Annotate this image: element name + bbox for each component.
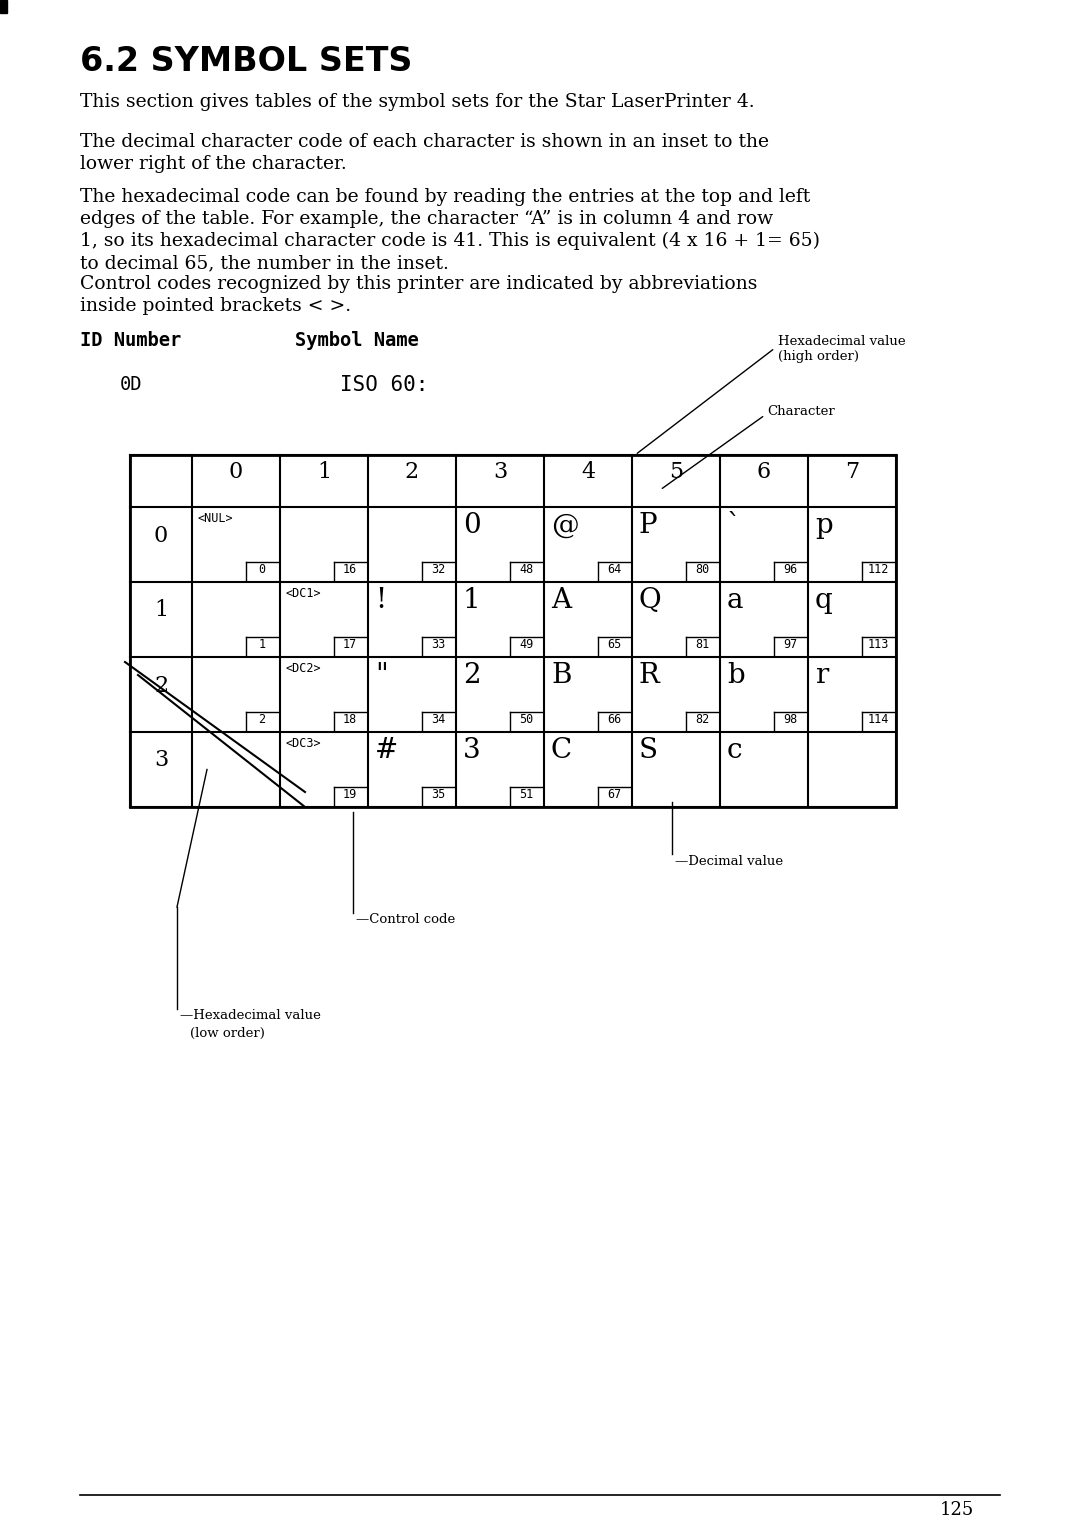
Text: 48: 48 [518, 563, 534, 576]
Text: @: @ [551, 512, 579, 540]
Bar [130, 455, 896, 806]
Text: 1: 1 [316, 461, 332, 483]
Text: 125: 125 [940, 1501, 974, 1519]
Text: !: ! [375, 587, 387, 615]
Text: 0: 0 [229, 461, 243, 483]
Text: Character: Character [767, 405, 835, 419]
Text: 80: 80 [694, 563, 710, 576]
Text: 0: 0 [258, 563, 266, 576]
Text: q: q [815, 587, 833, 615]
Text: 51: 51 [518, 788, 534, 802]
Text: B: B [551, 662, 571, 688]
Text: 33: 33 [431, 638, 445, 652]
Text: 19: 19 [342, 788, 357, 802]
Text: 66: 66 [607, 713, 621, 727]
Text: ISO 60:: ISO 60: [340, 376, 429, 396]
Text: r: r [815, 662, 828, 688]
Text: (low order): (low order) [190, 1027, 265, 1039]
Text: inside pointed brackets < >.: inside pointed brackets < >. [80, 297, 351, 314]
Text: 2: 2 [154, 675, 168, 696]
Text: a: a [727, 587, 743, 615]
Text: 3: 3 [492, 461, 508, 483]
Text: <NUL>: <NUL> [197, 512, 232, 524]
Text: (high order): (high order) [778, 350, 859, 363]
Text: 18: 18 [342, 713, 357, 727]
Text: 32: 32 [431, 563, 445, 576]
Text: 3: 3 [153, 750, 168, 771]
Text: Symbol Name: Symbol Name [295, 331, 419, 350]
Text: 81: 81 [694, 638, 710, 652]
Text: 64: 64 [607, 563, 621, 576]
Text: 0: 0 [463, 512, 481, 540]
Text: <DC2>: <DC2> [285, 662, 321, 675]
Text: P: P [639, 512, 658, 540]
Text: b: b [727, 662, 744, 688]
Text: <DC3>: <DC3> [285, 737, 321, 750]
Text: `: ` [727, 512, 741, 540]
Text: 34: 34 [431, 713, 445, 727]
Text: 1: 1 [258, 638, 266, 652]
Text: 17: 17 [342, 638, 357, 652]
Text: 0: 0 [153, 524, 168, 546]
Text: <DC1>: <DC1> [285, 587, 321, 599]
Bar [0, 0, 6, 12]
Text: 67: 67 [607, 788, 621, 802]
Text: 65: 65 [607, 638, 621, 652]
Text: The decimal character code of each character is shown in an inset to the: The decimal character code of each chara… [80, 133, 769, 150]
Text: 1: 1 [154, 599, 168, 621]
Text: Control codes recognized by this printer are indicated by abbreviations: Control codes recognized by this printer… [80, 274, 757, 293]
Text: 112: 112 [867, 563, 889, 576]
Text: ID Number: ID Number [80, 331, 181, 350]
Text: Q: Q [639, 587, 662, 615]
Text: 49: 49 [518, 638, 534, 652]
Text: 5: 5 [669, 461, 683, 483]
Text: lower right of the character.: lower right of the character. [80, 155, 347, 173]
Text: 113: 113 [867, 638, 889, 652]
Text: 6: 6 [757, 461, 771, 483]
Text: edges of the table. For example, the character “A” is in column 4 and row: edges of the table. For example, the cha… [80, 210, 773, 228]
Text: C: C [551, 737, 572, 763]
Text: p: p [815, 512, 833, 540]
Text: 1, so its hexadecimal character code is 41. This is equivalent (4 x 16 + 1= 65): 1, so its hexadecimal character code is … [80, 231, 820, 250]
Text: R: R [639, 662, 660, 688]
Text: #: # [375, 737, 399, 763]
Text: 1: 1 [463, 587, 481, 615]
Text: 3: 3 [463, 737, 481, 763]
Text: 2: 2 [258, 713, 266, 727]
Text: 82: 82 [694, 713, 710, 727]
Text: —Decimal value: —Decimal value [675, 855, 783, 868]
Text: S: S [639, 737, 658, 763]
Text: 6.2 SYMBOL SETS: 6.2 SYMBOL SETS [80, 44, 413, 78]
Text: —Control code: —Control code [356, 914, 456, 926]
Text: 2: 2 [405, 461, 419, 483]
Text: 7: 7 [845, 461, 859, 483]
Text: 2: 2 [463, 662, 481, 688]
Text: ": " [375, 662, 388, 688]
Text: The hexadecimal code can be found by reading the entries at the top and left: The hexadecimal code can be found by rea… [80, 189, 810, 205]
Text: 114: 114 [867, 713, 889, 727]
Text: 97: 97 [783, 638, 797, 652]
Text: 4: 4 [581, 461, 595, 483]
Text: 96: 96 [783, 563, 797, 576]
Text: c: c [727, 737, 743, 763]
Text: 0D: 0D [120, 376, 143, 394]
Text: to decimal 65, the number in the inset.: to decimal 65, the number in the inset. [80, 254, 449, 271]
Text: 16: 16 [342, 563, 357, 576]
Text: 35: 35 [431, 788, 445, 802]
Text: Hexadecimal value: Hexadecimal value [778, 336, 906, 348]
Text: 50: 50 [518, 713, 534, 727]
Text: This section gives tables of the symbol sets for the Star LaserPrinter 4.: This section gives tables of the symbol … [80, 94, 755, 110]
Text: A: A [551, 587, 571, 615]
Text: 98: 98 [783, 713, 797, 727]
Text: —Hexadecimal value: —Hexadecimal value [180, 1009, 321, 1023]
